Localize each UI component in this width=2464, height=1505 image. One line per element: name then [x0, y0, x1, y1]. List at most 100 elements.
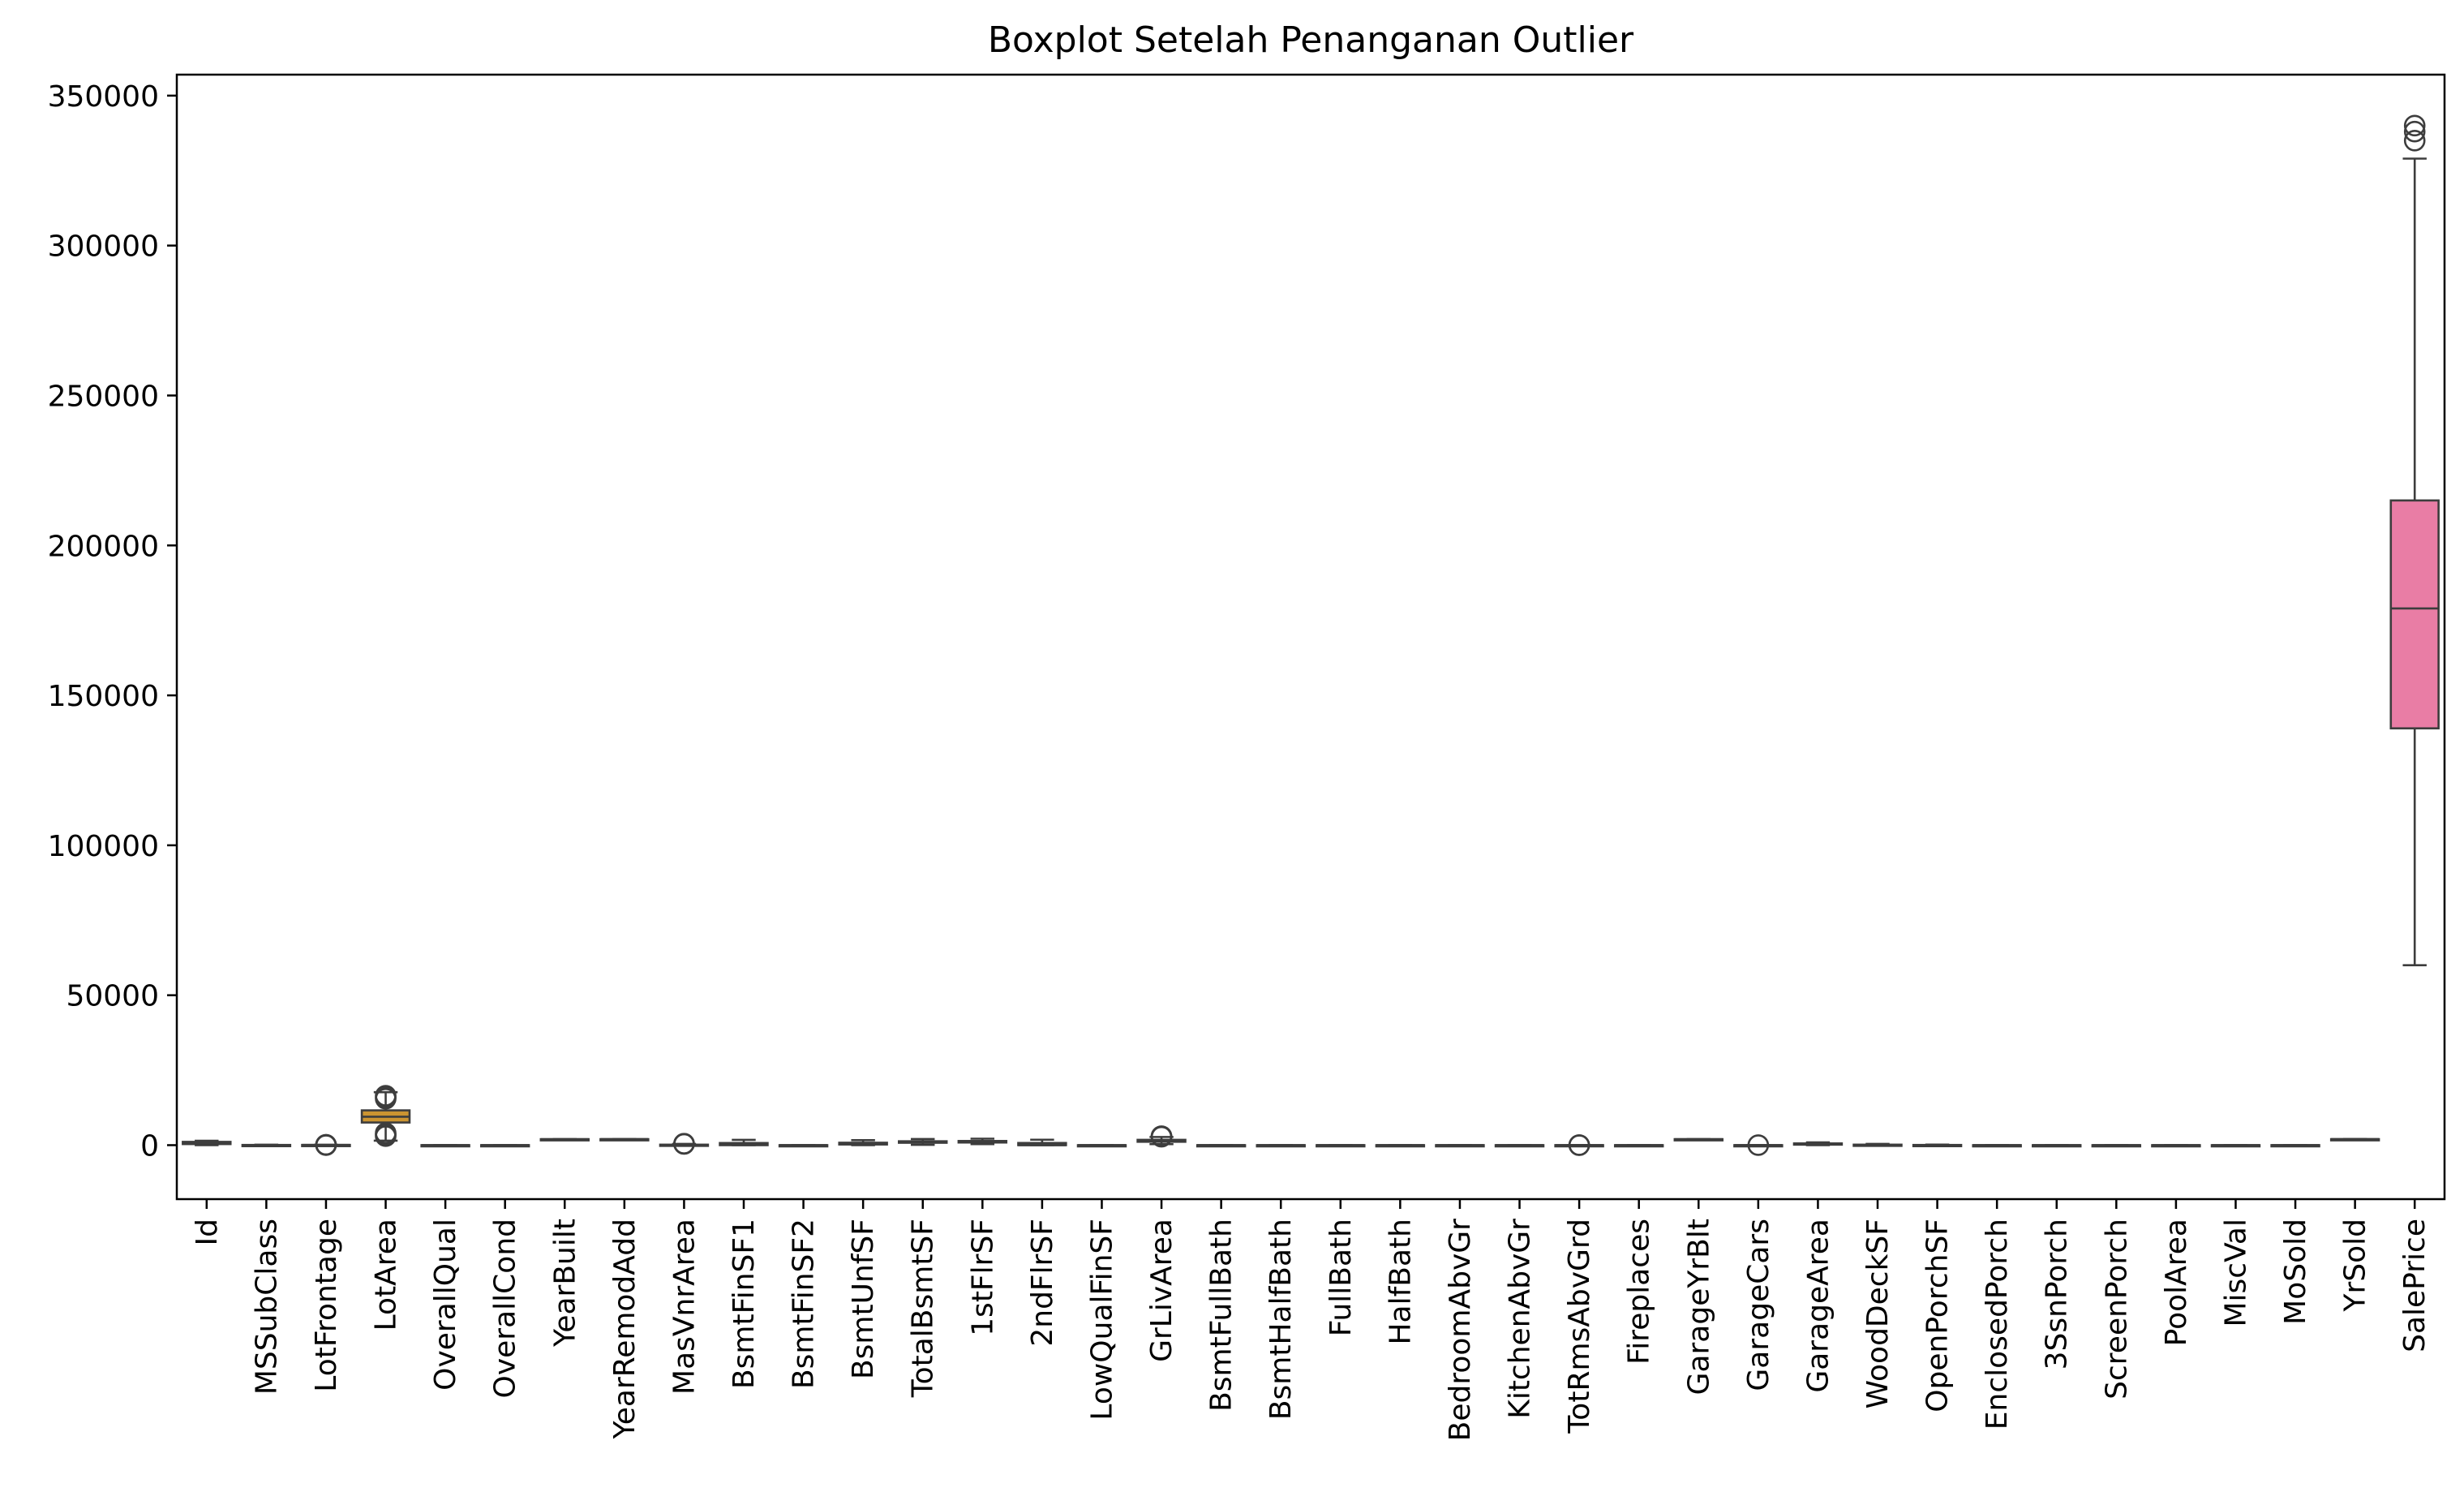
x-tick-label: MiscVal: [2219, 1219, 2252, 1327]
box-group: [1196, 1144, 1247, 1148]
outlier-point: [375, 1122, 397, 1144]
chart-title: Boxplot Setelah Penanganan Outlier: [988, 19, 1634, 61]
y-tick-label: 50000: [66, 980, 159, 1013]
box-group: [1435, 1144, 1485, 1148]
box-group: [1375, 1144, 1426, 1148]
box-group: [2270, 1144, 2320, 1148]
x-tick-label: YrSold: [2339, 1219, 2372, 1313]
x-tick-label: OverallCond: [489, 1219, 522, 1398]
box-group: [1613, 1144, 1664, 1148]
y-tick-label: 350000: [48, 80, 159, 114]
x-tick-label: Id: [191, 1219, 224, 1245]
box-group: [1733, 1134, 1784, 1156]
outlier-point: [2403, 114, 2426, 137]
box-group: [838, 1138, 888, 1146]
box-group: [1076, 1144, 1127, 1148]
box-group: [360, 1085, 411, 1147]
x-tick-label: BsmtHalfBath: [1264, 1219, 1298, 1420]
box-group: [1256, 1144, 1306, 1148]
y-tick-label: 250000: [48, 380, 159, 413]
box-group: [1852, 1142, 1903, 1147]
outlier-point: [1150, 1125, 1173, 1147]
x-tick-label: 1stFlrSF: [966, 1219, 999, 1336]
x-tick-label: GrLivArea: [1145, 1219, 1178, 1362]
box-group: [420, 1144, 470, 1148]
plot-area: [182, 114, 2440, 1156]
x-axis: Id MSSubClass LotFrontage LotArea OverallQua…: [191, 1199, 2432, 1441]
outlier-point: [2403, 130, 2426, 152]
box-group: [1494, 1144, 1545, 1148]
box-group: [2210, 1144, 2261, 1148]
box-group: [1792, 1141, 1844, 1146]
x-tick-label: TotRmsAbvGrd: [1563, 1219, 1596, 1434]
box-group: [1673, 1137, 1724, 1142]
x-tick-label: LotFrontage: [310, 1219, 343, 1392]
x-tick-label: OpenPorchSF: [1921, 1219, 1955, 1413]
x-tick-label: LowQualFinSF: [1085, 1219, 1118, 1421]
outlier-point: [1747, 1134, 1770, 1156]
box: [2389, 499, 2440, 730]
box-group: [2389, 114, 2440, 967]
box-group: [719, 1138, 769, 1146]
axes-frame: [175, 73, 2446, 1201]
x-tick-label: EnclosedPorch: [1981, 1219, 2014, 1430]
box-group: [1554, 1134, 1604, 1156]
x-tick-label: BsmtFinSF1: [728, 1219, 761, 1389]
box-group: [1912, 1143, 1963, 1148]
y-tick-label: 300000: [48, 230, 159, 264]
x-tick-label: HalfBath: [1384, 1219, 1417, 1345]
x-tick-label: SalePrice: [2398, 1219, 2432, 1352]
box-group: [1017, 1138, 1067, 1146]
outlier-point: [2403, 120, 2426, 143]
box-group: [182, 1139, 232, 1146]
x-tick-label: MasVnrArea: [668, 1219, 701, 1395]
x-tick-label: GarageArea: [1801, 1219, 1835, 1393]
box-group: [957, 1137, 1008, 1146]
box-group: [2151, 1144, 2201, 1148]
x-tick-label: BsmtFullBath: [1205, 1219, 1238, 1412]
box-group: [778, 1144, 829, 1148]
box-group: [479, 1144, 530, 1148]
x-tick-label: GarageYrBlt: [1682, 1219, 1715, 1395]
x-tick-label: BsmtUnfSF: [847, 1219, 880, 1379]
x-tick-label: 2ndFlrSF: [1026, 1219, 1059, 1347]
x-tick-label: WoodDeckSF: [1861, 1219, 1895, 1408]
y-tick-label: 0: [140, 1129, 159, 1163]
outlier-point: [315, 1133, 337, 1156]
box-group: [2091, 1144, 2142, 1148]
x-tick-label: TotalBsmtSF: [907, 1219, 940, 1398]
y-tick-label: 100000: [48, 830, 159, 863]
box-group: [2329, 1137, 2380, 1142]
outlier-point: [1568, 1134, 1590, 1156]
box-group: [599, 1137, 650, 1142]
y-tick-label: 200000: [48, 530, 159, 563]
x-tick-label: ScreenPorch: [2100, 1219, 2133, 1400]
x-tick-label: 3SsnPorch: [2041, 1219, 2074, 1370]
box-group: [898, 1137, 948, 1146]
box-group: [2032, 1144, 2082, 1148]
y-tick-label: 150000: [48, 680, 159, 713]
box-group: [1316, 1144, 1366, 1148]
x-tick-label: YearRemodAdd: [608, 1219, 642, 1439]
x-tick-label: Fireplaces: [1623, 1219, 1656, 1365]
x-tick-label: BedroomAbvGr: [1444, 1219, 1477, 1442]
x-tick-label: GarageCars: [1742, 1219, 1775, 1391]
x-tick-label: PoolArea: [2160, 1219, 2193, 1346]
x-tick-label: OverallQual: [429, 1219, 462, 1391]
outlier-point: [375, 1085, 397, 1107]
box-group: [1136, 1125, 1187, 1148]
x-tick-label: KitchenAbvGr: [1504, 1219, 1537, 1419]
box-group: [1972, 1144, 2022, 1148]
x-tick-label: BsmtFinSF2: [788, 1219, 821, 1389]
x-tick-label: FullBath: [1324, 1219, 1358, 1336]
box-group: [301, 1133, 351, 1156]
x-tick-label: MoSold: [2279, 1219, 2312, 1325]
box-group: [659, 1133, 710, 1155]
x-tick-label: LotArea: [370, 1219, 403, 1331]
box-group: [241, 1143, 292, 1148]
x-tick-label: MSSubClass: [250, 1219, 283, 1395]
x-tick-label: YearBuilt: [548, 1219, 582, 1348]
y-axis: 0 50000 100000 150000 200000 250000 300000 3500…: [48, 80, 177, 1163]
box-group: [539, 1137, 590, 1142]
